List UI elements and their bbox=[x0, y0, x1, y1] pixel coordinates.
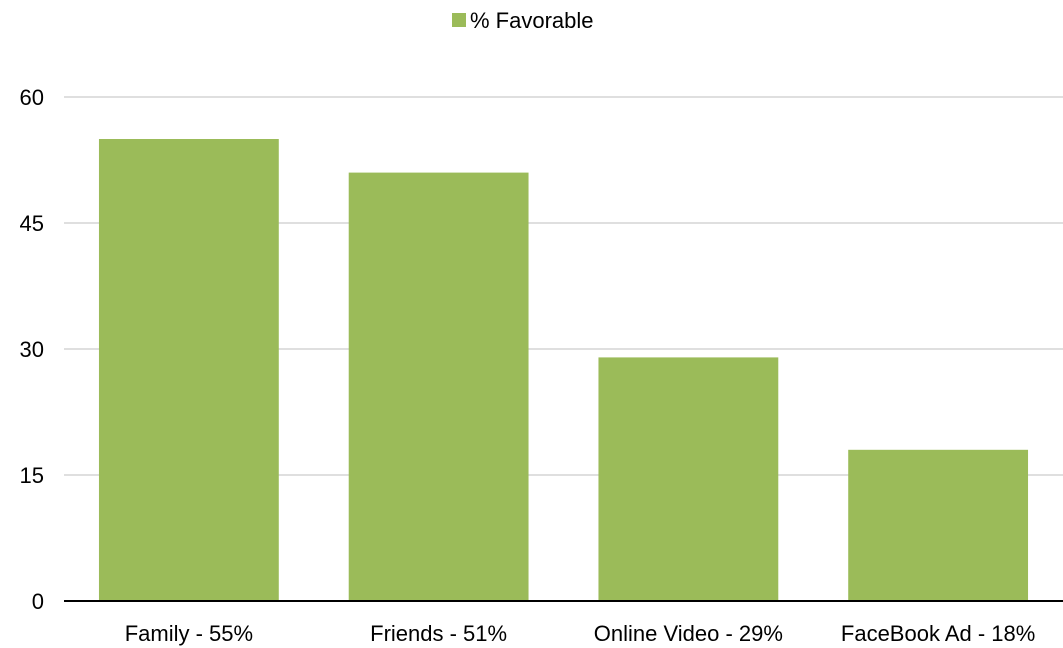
legend: % Favorable bbox=[452, 8, 594, 33]
bar bbox=[598, 357, 779, 601]
bar bbox=[848, 449, 1029, 601]
x-axis-category-labels: Family - 55% Friends - 51% Online Video - … bbox=[125, 621, 1036, 646]
x-category-label: Family - 55% bbox=[125, 621, 253, 646]
x-category-label: FaceBook Ad - 18% bbox=[841, 621, 1035, 646]
y-tick-label: 15 bbox=[20, 463, 44, 488]
legend-label: % Favorable bbox=[470, 8, 594, 33]
y-tick-label: 30 bbox=[20, 337, 44, 362]
x-category-label: Online Video - 29% bbox=[594, 621, 783, 646]
x-category-label: Friends - 51% bbox=[370, 621, 507, 646]
y-tick-label: 45 bbox=[20, 211, 44, 236]
bars bbox=[98, 139, 1029, 601]
y-axis-tick-labels: 0 15 30 45 60 bbox=[20, 85, 44, 614]
bar bbox=[348, 172, 529, 601]
legend-swatch bbox=[452, 13, 466, 27]
bar bbox=[98, 139, 279, 601]
y-tick-label: 0 bbox=[32, 589, 44, 614]
y-tick-label: 60 bbox=[20, 85, 44, 110]
